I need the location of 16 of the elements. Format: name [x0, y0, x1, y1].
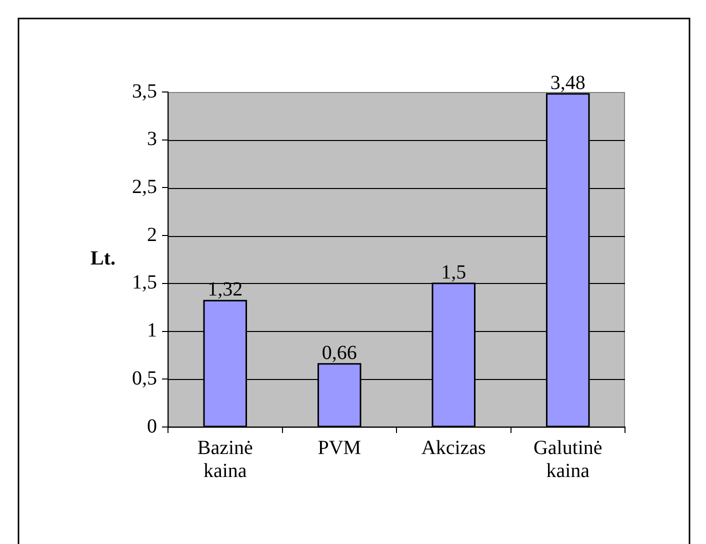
x-tick-label: Bazinė kaina	[197, 436, 254, 482]
y-tick-label: 1,5	[132, 272, 157, 294]
y-axis-title: Lt.	[90, 248, 116, 270]
x-tick-label: Galutinė kaina	[533, 436, 602, 482]
y-tick-label: 3	[147, 128, 157, 150]
x-tick-label: Akcizas	[421, 436, 486, 459]
y-tick-label: 2,5	[132, 176, 157, 198]
y-tick-label: 0	[147, 415, 157, 438]
y-tick-label: 2	[147, 224, 157, 246]
y-tick-label: 1	[147, 320, 157, 342]
x-tick-label: PVM	[318, 436, 362, 459]
y-tick-label: 0,5	[132, 367, 157, 390]
data-label: 0,66	[322, 342, 357, 364]
y-tick-label: 3,5	[132, 80, 157, 102]
data-label: 1,5	[441, 261, 466, 284]
data-label: 3,48	[550, 72, 586, 94]
